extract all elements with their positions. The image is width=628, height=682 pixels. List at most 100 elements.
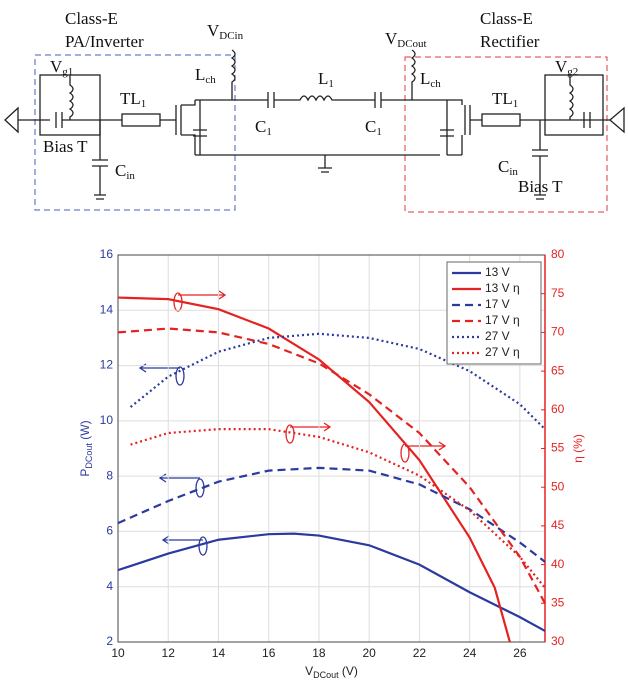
series-line — [117, 466, 546, 563]
circuit-label-main: Rectifier — [480, 32, 540, 51]
y2-label: η (%) — [571, 434, 585, 463]
pa-box — [34, 54, 236, 211]
circuit-label: VDCout — [385, 29, 427, 50]
legend-label: 27 V — [485, 329, 510, 343]
legend-label: 17 V — [485, 297, 510, 311]
circuit-label: L1 — [318, 69, 334, 90]
y-label-sub: DCout — [84, 443, 94, 469]
circuit-label-main: Bias T — [43, 137, 88, 156]
y2-tick-label: 75 — [551, 286, 565, 300]
circuit-label: Class-E — [480, 9, 533, 28]
circuit-label-main: L — [195, 65, 205, 84]
y2-tick-label: 60 — [551, 402, 565, 416]
circuit-label-main: V — [555, 57, 568, 76]
legend-label: 13 V η — [485, 281, 520, 295]
circuit-label: Vg1 — [50, 57, 73, 78]
y2-tick-label: 35 — [551, 595, 565, 609]
circuit-label: C1 — [255, 117, 272, 138]
legend-label: 13 V — [485, 265, 510, 279]
y-label-main: P — [78, 469, 92, 477]
legend-label: 17 V η — [485, 313, 520, 327]
y2-tick-label: 45 — [551, 518, 565, 532]
circuit-label-main: PA/Inverter — [65, 32, 144, 51]
circuit-label: TL1 — [492, 89, 518, 110]
y-tick-label: 14 — [100, 302, 114, 316]
x-label: VDCout (V) — [305, 664, 358, 680]
y2-tick-label: 40 — [551, 557, 565, 571]
x-label-main: V — [305, 664, 313, 678]
y2-tick-label: 50 — [551, 479, 565, 493]
x-tick-label: 26 — [513, 646, 527, 660]
circuit-label-main: TL — [120, 89, 141, 108]
circuit-label-sub: DCin — [219, 30, 243, 42]
circuit-label-main: C — [255, 117, 266, 136]
x-tick-label: 22 — [413, 646, 427, 660]
y-tick-label: 2 — [106, 634, 113, 648]
circuit-label-main: C — [115, 161, 126, 180]
circuit-label-sub: 1 — [376, 126, 382, 138]
circuit-label-sub: 1 — [141, 98, 147, 110]
y2-tick-label: 65 — [551, 363, 565, 377]
circuit-label-main: C — [498, 157, 509, 176]
circuit-label-sub: ch — [205, 74, 216, 86]
circuit-label-sub: g1 — [62, 66, 73, 78]
circuit-label-main: V — [385, 29, 398, 48]
rect-box — [404, 56, 608, 213]
y2-tick-label: 70 — [551, 325, 565, 339]
circuit-label-main: V — [50, 57, 63, 76]
y-tick-label: 16 — [100, 247, 114, 261]
y2-tick-label: 30 — [551, 634, 565, 648]
circuit-label-sub: DCout — [397, 38, 426, 50]
circuit-label: Bias T — [43, 137, 88, 156]
y-tick-label: 4 — [106, 579, 113, 593]
circuit-label: Rectifier — [480, 32, 540, 51]
y2-tick-label: 55 — [551, 441, 565, 455]
circuit-label: C1 — [365, 117, 382, 138]
x-tick-label: 16 — [262, 646, 276, 660]
circuit-label-sub: 1 — [513, 98, 519, 110]
y-tick-label: 6 — [106, 524, 113, 538]
circuit-label: Cin — [498, 157, 518, 178]
y-tick-label: 8 — [106, 468, 113, 482]
chart: 10 12 14 16 18 20 22 24 262468101214163035404550… — [78, 247, 585, 680]
circuit-label-sub: 1 — [266, 126, 272, 138]
wires — [4, 49, 625, 200]
series-line — [117, 532, 546, 632]
circuit-label: Cin — [115, 161, 135, 182]
x-tick-label: 12 — [162, 646, 176, 660]
circuit-label: VDCin — [207, 21, 244, 42]
circuit-label-main: L — [318, 69, 328, 88]
circuit-label-main: Bias T — [518, 177, 563, 196]
circuit-label-main: C — [365, 117, 376, 136]
y2-tick-label: 80 — [551, 247, 565, 261]
circuit-label-main: L — [420, 69, 430, 88]
series-line — [117, 327, 546, 604]
x-label-sub: DCout — [313, 670, 339, 680]
legend-label: 27 V η — [485, 345, 520, 359]
circuit-label: Lch — [420, 69, 441, 90]
x-label-unit: (V) — [339, 664, 358, 678]
x-tick-label: 20 — [362, 646, 376, 660]
circuit-label-sub: in — [126, 170, 135, 182]
circuit-label-main: Class-E — [480, 9, 533, 28]
circuit-label-sub: in — [509, 166, 518, 178]
series-line — [117, 296, 511, 643]
y-label-unit: (W) — [78, 420, 92, 443]
circuit-label: TL1 — [120, 89, 146, 110]
circuit-label-main: V — [207, 21, 220, 40]
circuit-label-sub: ch — [430, 78, 441, 90]
y-tick-label: 10 — [100, 413, 114, 427]
circuit-label-main: Class-E — [65, 9, 118, 28]
circuit-label-sub: 1 — [328, 78, 334, 90]
y-tick-label: 12 — [100, 358, 114, 372]
x-tick-label: 18 — [312, 646, 326, 660]
circuit-label-main: TL — [492, 89, 513, 108]
circuit-label: PA/Inverter — [65, 32, 144, 51]
circuit-label: Class-E — [65, 9, 118, 28]
legend-box — [446, 261, 542, 365]
annotations — [138, 290, 447, 556]
circuit-label-sub: g2 — [567, 66, 578, 78]
series-line — [129, 332, 546, 430]
